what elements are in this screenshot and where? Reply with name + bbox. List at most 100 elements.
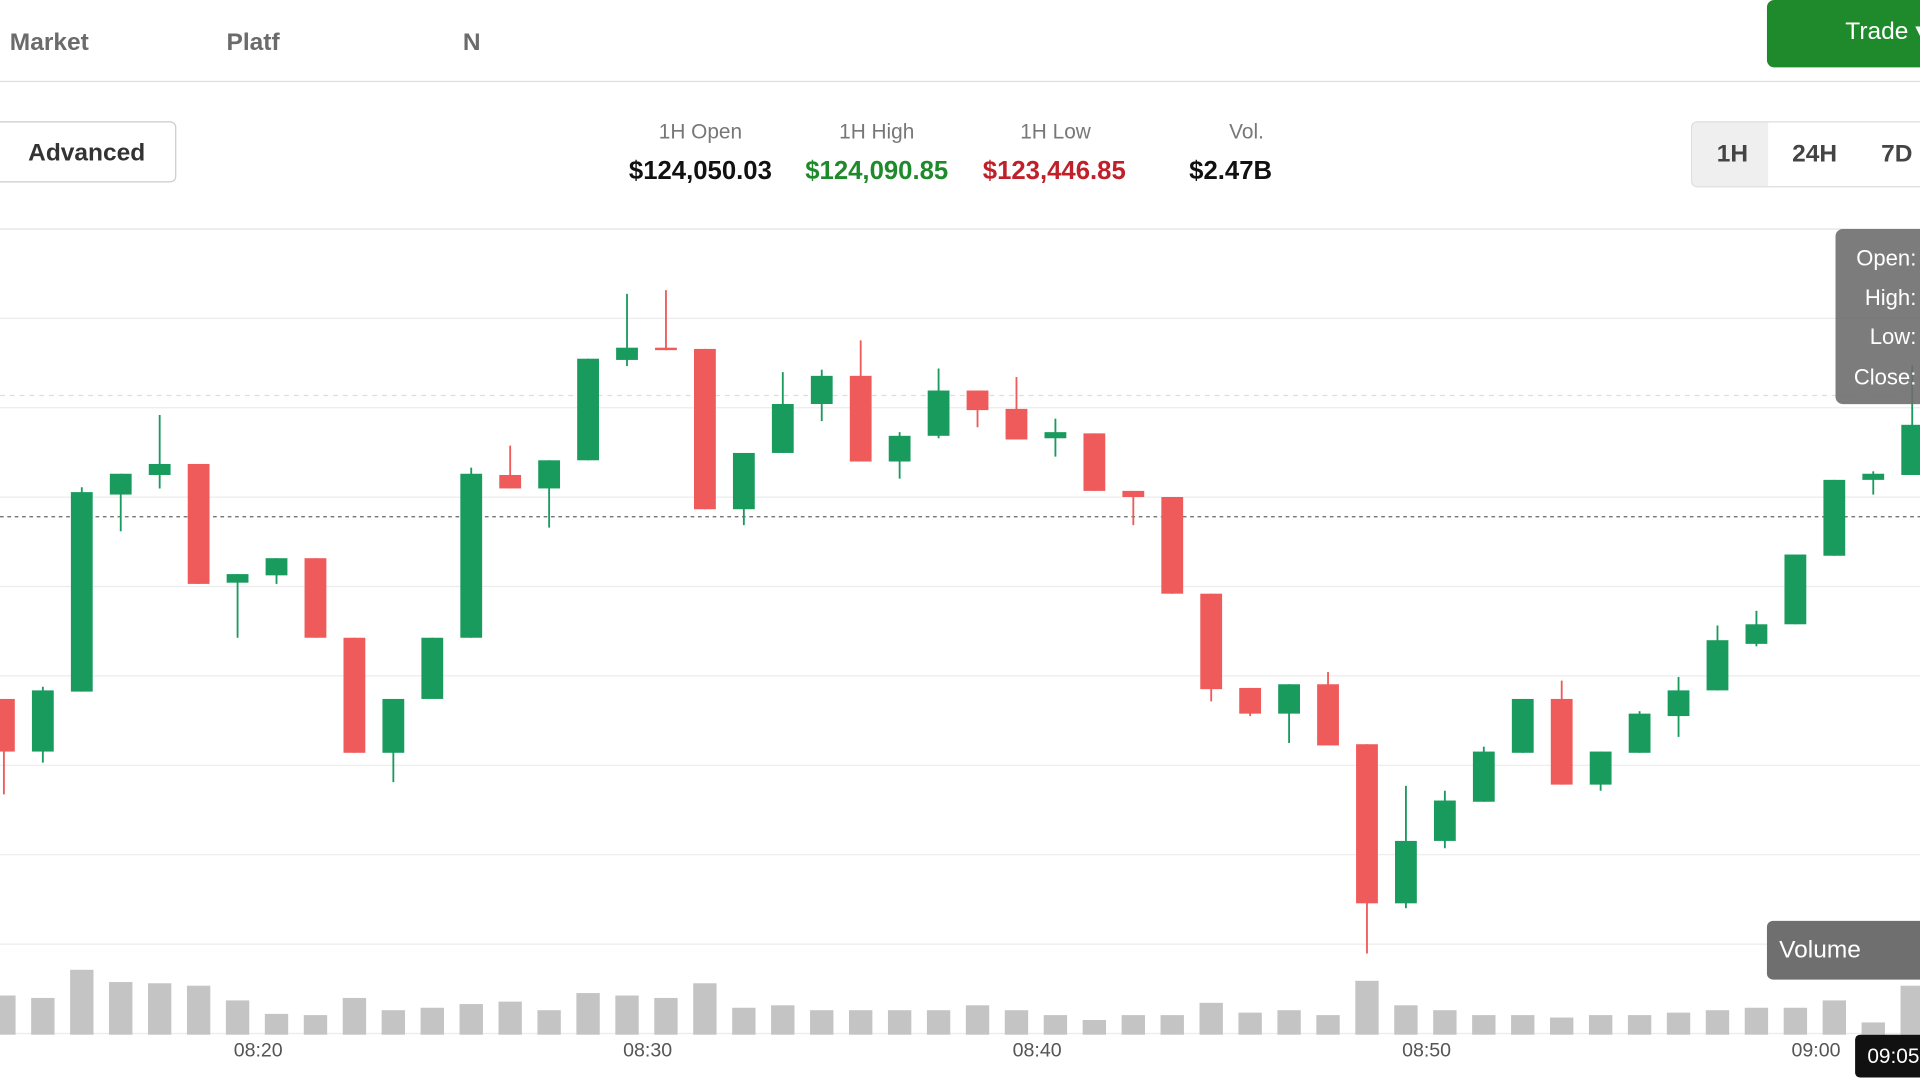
candle-body	[1239, 687, 1262, 714]
candle-body	[1083, 433, 1106, 491]
range-option[interactable]: 1H	[1692, 122, 1768, 187]
candle-body	[577, 358, 599, 461]
volume-bar	[459, 1004, 483, 1035]
candle-body	[1122, 490, 1145, 498]
volume-bar	[1355, 980, 1379, 1035]
candle-body	[616, 347, 638, 360]
tooltip-label: High:	[1864, 285, 1917, 310]
candle-body	[888, 435, 911, 462]
x-tick-label: 08:40	[1013, 1040, 1062, 1062]
candle-body	[1472, 751, 1495, 802]
stat-label: 1H Low	[1020, 120, 1091, 144]
candle-body	[499, 474, 522, 489]
volume-bar	[264, 1013, 289, 1035]
volume-bar	[537, 1010, 561, 1035]
header-divider	[0, 80, 1920, 83]
candle-body	[1667, 690, 1690, 717]
volume-bar	[70, 969, 94, 1035]
volume-bar	[1121, 1015, 1145, 1035]
volume-bar	[1199, 1002, 1223, 1035]
candle-body	[966, 390, 989, 411]
volume-bar	[1472, 1015, 1496, 1035]
volume-bar	[1082, 1020, 1107, 1035]
volume-bar	[303, 1015, 328, 1035]
candle-body	[1044, 432, 1067, 439]
volume-bar	[1783, 1007, 1808, 1035]
volume-bar	[1861, 1022, 1885, 1035]
candle-body	[460, 473, 483, 638]
volume-bar	[810, 1010, 834, 1035]
candle-body	[810, 375, 833, 404]
candle-body	[1706, 640, 1729, 691]
candle-body	[1589, 751, 1612, 785]
x-tick-label: 08:50	[1402, 1040, 1451, 1062]
stat-value: $124,050.03	[628, 156, 772, 185]
candle-body	[1005, 408, 1028, 440]
candle-body	[1161, 497, 1184, 594]
nav-link[interactable]: Platf	[226, 29, 280, 57]
stat-label: Vol.	[1229, 120, 1264, 144]
tooltip-label: Open:	[1856, 246, 1917, 271]
volume-bar	[1666, 1012, 1691, 1035]
volume-bar	[1160, 1015, 1184, 1035]
range-option[interactable]: 7D	[1881, 140, 1913, 168]
advanced-button[interactable]: Advanced	[0, 121, 177, 183]
candle-body	[343, 637, 366, 753]
volume-bar	[1744, 1007, 1769, 1035]
nav-link[interactable]: Market	[9, 29, 89, 57]
volume-bar	[576, 993, 600, 1035]
volume-bar	[654, 997, 678, 1035]
candle-body	[226, 574, 249, 583]
candle-body	[538, 460, 561, 489]
volume-bar	[1394, 1005, 1418, 1035]
volume-bar	[1588, 1015, 1613, 1035]
volume-bar	[1433, 1010, 1457, 1035]
volume-bar	[849, 1010, 873, 1035]
volume-bar	[771, 1005, 795, 1035]
volume-bar	[926, 1010, 951, 1035]
ohlc-tooltip: Open: High: Low: Close:	[1835, 228, 1920, 405]
candle-body	[771, 403, 794, 453]
candle-body	[1395, 840, 1417, 904]
candle-body	[1317, 684, 1339, 746]
volume-bar	[1550, 1017, 1574, 1035]
volume-bar	[1705, 1010, 1730, 1035]
range-option[interactable]: 24H	[1792, 140, 1838, 168]
crosshair-time: 09:05	[1855, 1034, 1920, 1078]
candle-body	[1745, 624, 1768, 644]
candle-body	[265, 558, 288, 576]
x-tick-label: 08:20	[234, 1040, 283, 1062]
candle-body	[927, 390, 950, 436]
volume-bar	[498, 1001, 522, 1035]
volume-bar	[1822, 1000, 1847, 1035]
volume-bar	[420, 1007, 444, 1035]
candle-body	[1901, 424, 1920, 475]
candle-body	[1550, 698, 1573, 785]
volume-bar	[1277, 1010, 1301, 1035]
volume-bar	[109, 982, 133, 1035]
range-toggle: 1H 24H 7D	[1691, 121, 1920, 188]
candle-body	[1278, 684, 1300, 714]
volume-bar	[693, 983, 717, 1035]
candle-body	[187, 463, 210, 584]
volume-bar	[1900, 985, 1920, 1035]
candle-body	[382, 698, 405, 753]
tooltip-label: Low:	[1869, 324, 1917, 349]
candle-body	[694, 348, 716, 510]
volume-bar	[225, 1000, 250, 1035]
volume-bar	[1004, 1010, 1029, 1035]
candle-body	[1823, 479, 1846, 556]
volume-bar	[147, 983, 172, 1035]
candle-body	[31, 690, 54, 752]
volume-bar	[1316, 1015, 1340, 1035]
candle-body	[732, 452, 755, 510]
trade-button[interactable]: Trade ▾	[1766, 0, 1920, 68]
volume-bar	[1627, 1015, 1652, 1035]
volume-badge: Volume	[1766, 920, 1920, 980]
candle-body	[1862, 473, 1885, 480]
candle-body	[421, 637, 444, 699]
candle-body	[1433, 800, 1456, 841]
volume-bar	[1238, 1012, 1262, 1035]
nav-link[interactable]: N	[462, 29, 481, 57]
